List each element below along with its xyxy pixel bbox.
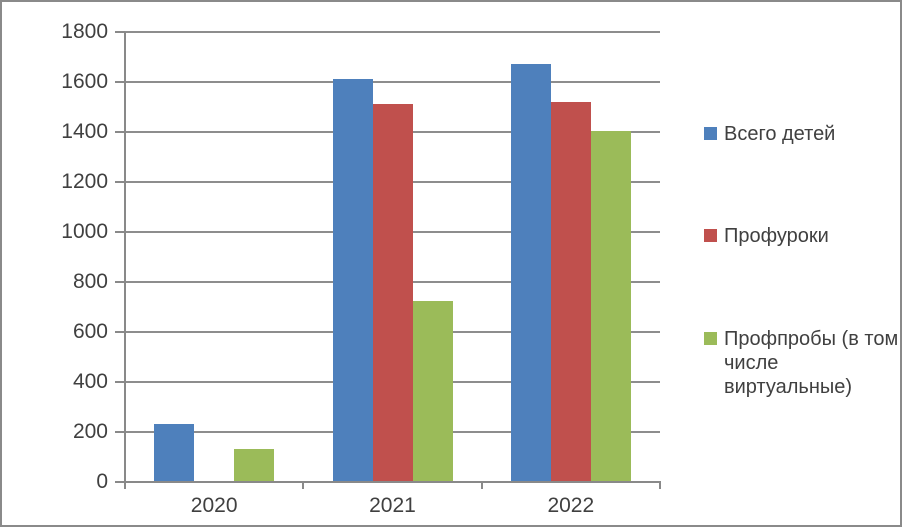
y-axis-label-400: 400 <box>72 370 108 393</box>
x-axis-label-2022: 2022 <box>547 494 595 517</box>
x-axis-label-2021: 2021 <box>369 494 416 517</box>
legend-item-3: Профпробы (в том числе виртуальные) <box>704 327 900 399</box>
bar-2020-series-1 <box>154 423 195 481</box>
y-axis-label-0: 0 <box>96 470 108 493</box>
x-tick-3 <box>659 482 661 489</box>
y-tick-200 <box>115 431 125 433</box>
bar-2021-series-1 <box>332 78 373 481</box>
y-tick-1200 <box>115 181 125 183</box>
y-axis-label-1400: 1400 <box>61 120 108 143</box>
legend-swatch-icon <box>704 332 717 345</box>
bar-2020-series-3 <box>234 448 275 481</box>
legend-label: Профпробы (в том числе виртуальные) <box>724 328 899 398</box>
y-axis-label-600: 600 <box>72 320 108 343</box>
y-axis-label-1600: 1600 <box>61 70 108 93</box>
legend-swatch-icon <box>704 229 717 242</box>
y-tick-800 <box>115 281 125 283</box>
y-tick-1800 <box>115 31 125 33</box>
x-axis-line <box>124 481 661 483</box>
legend-swatch-icon <box>704 127 717 140</box>
bar-2021-series-2 <box>372 103 413 481</box>
x-tick-0 <box>124 482 126 489</box>
y-axis-label-200: 200 <box>72 420 108 443</box>
x-tick-1 <box>302 482 305 489</box>
bar-2021-series-3 <box>412 301 453 481</box>
legend: Всего детей Профуроки Профпробы (в том чис… <box>704 2 900 525</box>
y-tick-1600 <box>115 81 125 83</box>
bar-2022-series-2 <box>550 102 591 481</box>
gridline-1600 <box>125 81 660 83</box>
y-tick-0 <box>115 481 125 483</box>
plot-area: 0 200 400 600 800 1000 1200 1400 1600 1800 2020 20… <box>61 21 661 517</box>
y-tick-1400 <box>115 131 125 133</box>
bar-2022-series-1 <box>510 63 551 481</box>
y-tick-400 <box>115 381 125 383</box>
bar-2022-series-3 <box>590 131 631 481</box>
y-tick-1000 <box>115 231 125 233</box>
y-axis-line <box>124 32 126 483</box>
legend-item-2: Профуроки <box>704 224 900 248</box>
gridline-1800 <box>125 31 660 33</box>
y-axis-label-1800: 1800 <box>61 20 108 43</box>
y-axis-label-1000: 1000 <box>61 220 108 243</box>
legend-label: Всего детей <box>724 123 836 145</box>
y-axis-label-1200: 1200 <box>61 170 108 193</box>
y-axis-label-800: 800 <box>72 270 108 293</box>
legend-label: Профуроки <box>724 225 829 247</box>
x-axis-label-2020: 2020 <box>190 494 238 517</box>
y-tick-600 <box>115 331 125 333</box>
legend-item-1: Всего детей <box>704 122 900 146</box>
x-tick-2 <box>480 482 483 489</box>
